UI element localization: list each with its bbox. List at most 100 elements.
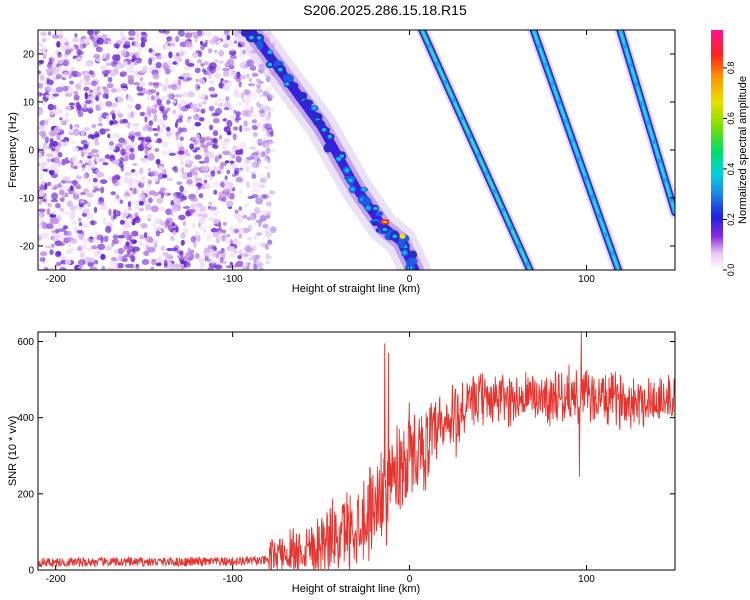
noise-speck <box>185 158 191 164</box>
noise-speck <box>258 263 264 267</box>
noise-speck <box>131 58 135 63</box>
track-1-blob <box>301 99 314 106</box>
noise-speck <box>126 112 132 117</box>
noise-speck <box>121 37 126 41</box>
noise-speck <box>259 116 267 124</box>
noise-speck <box>233 37 238 43</box>
noise-speck <box>260 107 266 114</box>
noise-speck <box>85 147 90 151</box>
noise-speck <box>120 148 126 156</box>
noise-speck <box>110 87 118 94</box>
noise-speck <box>111 120 118 125</box>
noise-speck <box>132 163 138 166</box>
noise-speck <box>147 246 156 253</box>
noise-speck <box>100 179 108 185</box>
noise-speck <box>208 87 216 92</box>
noise-speck <box>88 70 94 75</box>
noise-speck <box>255 78 261 83</box>
noise-speck <box>246 59 254 67</box>
noise-speck <box>196 59 203 64</box>
noise-speck <box>50 148 56 152</box>
noise-speck <box>112 234 119 240</box>
noise-speck <box>268 190 276 195</box>
noise-speck <box>229 261 233 266</box>
noise-speck <box>218 221 222 228</box>
noise-speck <box>254 149 260 156</box>
noise-speck <box>204 156 210 164</box>
noise-speck <box>173 165 178 173</box>
noise-speck <box>251 152 260 156</box>
noise-speck <box>262 90 270 97</box>
noise-speck <box>241 97 246 104</box>
noise-speck <box>115 175 121 180</box>
noise-speck <box>232 173 236 177</box>
noise-speck <box>53 104 57 110</box>
noise-speck <box>206 141 213 146</box>
snr-layer <box>38 332 675 570</box>
noise-speck <box>84 92 89 100</box>
noise-speck <box>122 230 130 237</box>
noise-speck <box>240 92 245 99</box>
noise-speck <box>186 77 193 81</box>
track-4-core <box>619 30 675 214</box>
noise-speck <box>134 212 139 217</box>
noise-speck <box>80 129 85 137</box>
noise-speck <box>46 158 52 163</box>
noise-speck <box>244 179 248 183</box>
noise-speck <box>242 253 249 258</box>
noise-speck <box>136 92 144 96</box>
noise-speck <box>248 214 255 221</box>
noise-speck <box>235 155 242 163</box>
noise-speck <box>179 136 184 142</box>
noise-speck <box>112 54 118 62</box>
noise-speck <box>239 48 245 54</box>
noise-speck <box>92 185 99 189</box>
noise-speck <box>68 102 75 106</box>
noise-speck <box>138 208 145 212</box>
noise-speck <box>91 39 96 42</box>
noise-speck <box>255 80 262 85</box>
noise-speck <box>262 193 270 199</box>
noise-speck <box>243 202 249 208</box>
noise-speck <box>176 250 184 254</box>
noise-speck <box>59 242 66 247</box>
noise-speck <box>229 246 236 252</box>
noise-speck <box>211 143 215 148</box>
track-1-hot <box>278 67 283 72</box>
noise-speck <box>199 136 206 144</box>
noise-speck <box>221 140 229 147</box>
noise-speck <box>198 222 201 228</box>
noise-speck <box>158 166 165 171</box>
noise-speck <box>165 45 171 51</box>
noise-speck <box>254 181 260 188</box>
noise-speck <box>260 151 266 157</box>
noise-speck <box>216 170 222 175</box>
noise-speck <box>63 71 70 80</box>
noise-speck <box>183 255 188 262</box>
noise-speck <box>250 161 256 169</box>
noise-speck <box>234 167 240 174</box>
noise-speck <box>48 57 53 65</box>
noise-speck <box>40 74 45 82</box>
noise-speck <box>159 187 166 195</box>
noise-speck <box>131 230 139 237</box>
noise-speck <box>140 37 148 43</box>
track-1-blob <box>361 197 372 206</box>
noise-speck <box>102 58 107 62</box>
noise-speck <box>182 206 191 209</box>
noise-speck <box>186 172 193 178</box>
noise-speck <box>82 37 90 45</box>
noise-speck <box>265 260 270 265</box>
noise-speck <box>176 254 184 259</box>
noise-speck <box>117 254 123 261</box>
noise-speck <box>39 130 46 137</box>
noise-speck <box>189 143 195 150</box>
noise-speck <box>159 106 165 112</box>
noise-speck <box>247 195 254 200</box>
noise-speck <box>186 179 193 185</box>
noise-speck <box>230 253 237 258</box>
noise-speck <box>222 67 230 72</box>
noise-speck <box>251 72 259 78</box>
noise-speck <box>256 158 261 164</box>
